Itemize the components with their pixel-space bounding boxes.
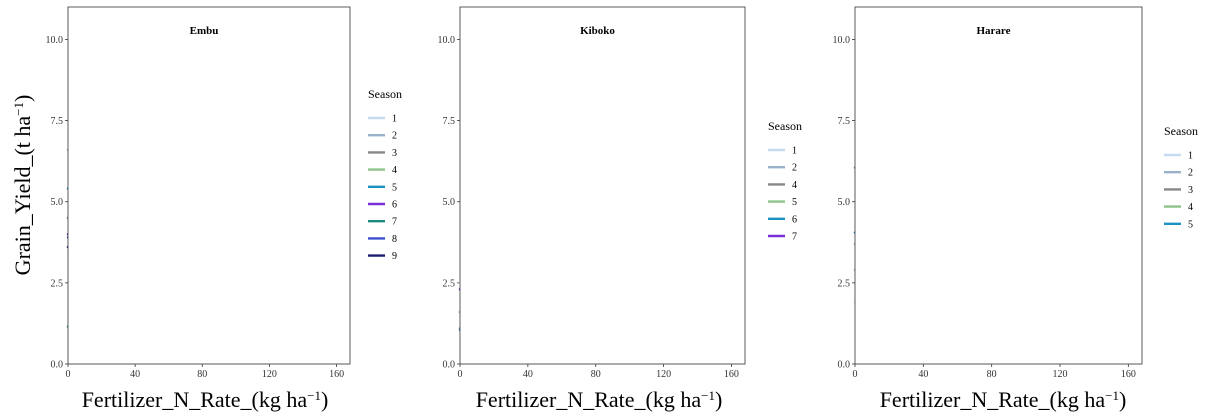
legend-label-2: 2 [792, 163, 797, 174]
legend-label-6: 6 [392, 200, 397, 211]
x-tick-label: 40 [918, 369, 928, 380]
legend-label-4: 4 [1188, 202, 1193, 213]
legend-label-7: 7 [392, 217, 397, 228]
y-tick-label: 7.5 [443, 116, 456, 127]
y-tick-label: 10.0 [46, 35, 64, 46]
panel-border [854, 6, 1143, 365]
y-tick-label: 7.5 [51, 116, 64, 127]
legend-label-4: 4 [392, 165, 397, 176]
legend-label-5: 5 [792, 197, 797, 208]
x-tick-label: 80 [591, 369, 601, 380]
legend-title: Season [768, 119, 802, 133]
panel-kiboko: 0 40 80 120 160 0.0 2.5 5.0 7.5 10.0 Kiboko Season 1… [438, 6, 802, 380]
x-tick-label: 160 [1121, 369, 1136, 380]
panel-harare: 0 40 80 120 160 0.0 2.5 5.0 7.5 10.0 Harare Season 1… [833, 6, 1198, 380]
y-tick-label: 5.0 [838, 197, 851, 208]
x-tick-label: 120 [1053, 369, 1068, 380]
legend-label-2: 2 [1188, 168, 1193, 179]
y-tick-label: 10.0 [438, 35, 456, 46]
y-tick-label: 2.5 [443, 278, 456, 289]
legend-title: Season [1164, 124, 1198, 138]
x-tick-label: 80 [987, 369, 997, 380]
legend-label-9: 9 [392, 251, 397, 262]
x-axis-title-harare: Fertilizer_N_Rate_(kg ha−1) [880, 387, 1127, 412]
y-tick-label: 5.0 [51, 197, 64, 208]
panel-title: Kiboko [580, 25, 615, 37]
y-tick-label: 5.0 [443, 197, 456, 208]
x-tick-label: 80 [197, 369, 207, 380]
legend: Season 1 2 4 5 6 7 [768, 119, 802, 243]
x-tick-label: 40 [523, 369, 533, 380]
x-tick-label: 0 [458, 369, 463, 380]
legend-label-7: 7 [792, 232, 797, 243]
panel-embu: 0 40 80 120 160 0.0 2.5 5.0 7.5 10.0 Embu Season 1 2 3… [46, 6, 402, 380]
panel-border [459, 6, 746, 365]
x-axis-title-kiboko: Fertilizer_N_Rate_(kg ha−1) [476, 387, 723, 412]
legend-title: Season [368, 87, 402, 101]
x-tick-label: 120 [262, 369, 277, 380]
legend-label-3: 3 [392, 148, 397, 159]
x-tick-label: 40 [130, 369, 140, 380]
y-tick-label: 2.5 [51, 278, 64, 289]
y-tick-label: 0.0 [51, 360, 64, 371]
x-tick-label: 0 [853, 369, 858, 380]
y-tick-label: 7.5 [838, 116, 851, 127]
panel-border [67, 6, 351, 365]
x-tick-label: 160 [329, 369, 344, 380]
panel-title: Harare [976, 25, 1010, 37]
x-axis-title-embu: Fertilizer_N_Rate_(kg ha−1) [82, 387, 329, 412]
legend-label-8: 8 [392, 234, 397, 245]
y-tick-label: 10.0 [833, 35, 851, 46]
legend-label-6: 6 [792, 214, 797, 225]
legend-label-1: 1 [1188, 151, 1193, 162]
legend: Season 1 2 3 4 5 6 7 8 9 [368, 87, 402, 262]
y-tick-label: 0.0 [443, 360, 456, 371]
y-tick-label: 0.0 [838, 360, 851, 371]
legend-label-5: 5 [1188, 219, 1193, 230]
y-tick-label: 2.5 [838, 278, 851, 289]
legend-label-4: 4 [792, 180, 797, 191]
legend-label-2: 2 [392, 131, 397, 142]
panel-title: Embu [190, 25, 219, 37]
x-tick-label: 0 [66, 369, 71, 380]
legend-label-1: 1 [392, 114, 397, 125]
legend-label-1: 1 [792, 146, 797, 157]
y-axis-title: Grain_Yield_(t ha−1) [10, 95, 35, 276]
legend-label-3: 3 [1188, 185, 1193, 196]
legend-label-5: 5 [392, 182, 397, 193]
legend: Season 1 2 3 4 5 [1164, 124, 1198, 230]
x-tick-label: 120 [656, 369, 671, 380]
x-tick-label: 160 [724, 369, 739, 380]
